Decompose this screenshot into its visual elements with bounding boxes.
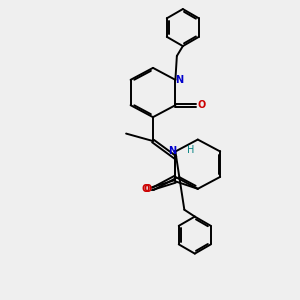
Text: N: N: [175, 75, 183, 85]
Text: O: O: [142, 184, 150, 194]
Text: O: O: [143, 184, 152, 194]
Text: H: H: [187, 145, 194, 155]
Text: O: O: [197, 100, 206, 110]
Text: N: N: [168, 146, 176, 157]
